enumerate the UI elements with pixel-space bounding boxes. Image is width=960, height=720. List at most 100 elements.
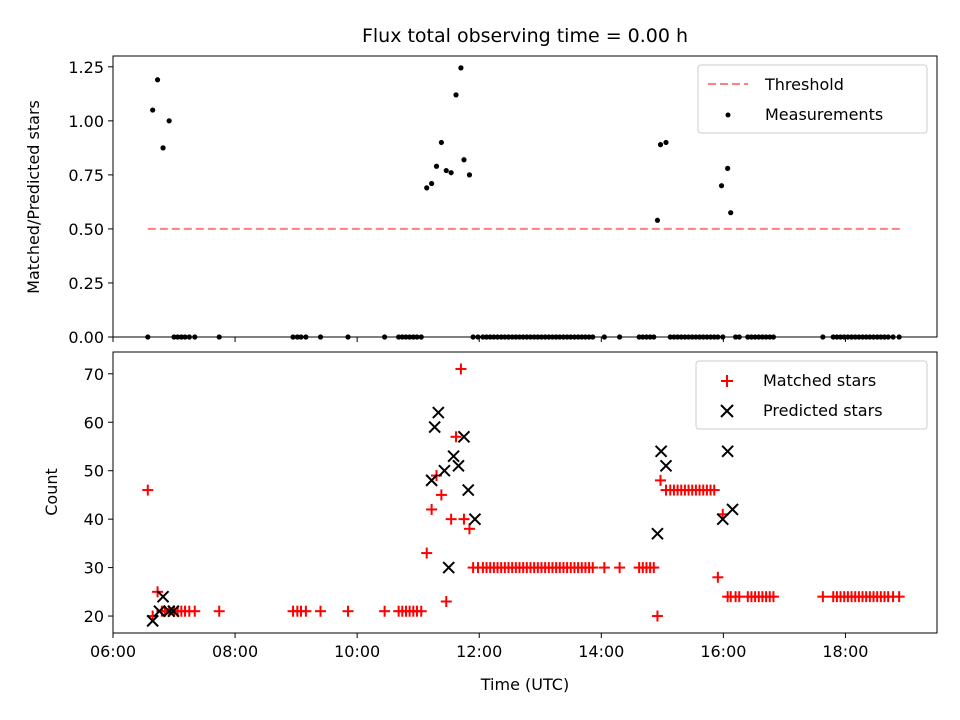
matched-stars-point bbox=[415, 605, 427, 617]
bottom-y-tick-label: 70 bbox=[84, 365, 104, 384]
measurement-point bbox=[728, 210, 734, 216]
measurement-point bbox=[438, 139, 444, 146]
matched-stars-point bbox=[587, 562, 599, 574]
bottom-y-axis-label: Count bbox=[42, 468, 61, 516]
x-tick-label: 08:00 bbox=[212, 642, 258, 661]
top-legend: Threshold Measurements bbox=[697, 64, 928, 134]
matched-stars-point bbox=[648, 562, 660, 574]
predicted-stars-point bbox=[153, 604, 166, 618]
top-y-tick-label: 0.25 bbox=[68, 274, 104, 293]
predicted-stars-point bbox=[428, 420, 441, 434]
measurement-point bbox=[424, 185, 430, 191]
measurements-legend-swatch bbox=[725, 112, 731, 118]
top-y-tick-label: 1.00 bbox=[68, 112, 104, 131]
matched-stars-point bbox=[458, 513, 470, 525]
matched-stars-point bbox=[614, 562, 626, 574]
predicted-stars-point bbox=[716, 512, 729, 526]
measurement-point bbox=[657, 142, 664, 148]
matched-stars-point bbox=[189, 605, 201, 617]
matched-stars-point bbox=[379, 605, 391, 617]
measurement-point bbox=[429, 180, 435, 187]
matched-stars-point bbox=[300, 605, 312, 617]
measurement-point bbox=[433, 163, 440, 169]
predicted-stars-point bbox=[462, 483, 475, 497]
matched-stars-point bbox=[450, 431, 462, 443]
top-y-tick-label: 1.25 bbox=[68, 58, 104, 77]
matched-stars-point bbox=[440, 596, 452, 608]
predicted-stars-point bbox=[162, 604, 176, 618]
matched-stars-point bbox=[455, 363, 467, 375]
x-tick-label: 14:00 bbox=[578, 642, 624, 661]
matched-stars-point bbox=[315, 605, 327, 617]
bottom-plot-frame bbox=[112, 351, 938, 634]
bottom-x-axis-label: Time (UTC) bbox=[480, 675, 569, 694]
matched-legend-label: Matched stars bbox=[763, 371, 876, 390]
bottom-y-tick-label: 50 bbox=[84, 462, 104, 481]
measurement-point bbox=[718, 183, 725, 189]
measurement-point bbox=[453, 92, 459, 98]
predicted-legend-label: Predicted stars bbox=[763, 401, 883, 420]
predicted-stars-point bbox=[156, 590, 170, 603]
measurement-point bbox=[160, 145, 166, 151]
measurement-point bbox=[154, 77, 161, 83]
matched-stars-point bbox=[712, 571, 724, 583]
bottom-y-tick-label: 40 bbox=[84, 510, 104, 529]
predicted-stars-point bbox=[659, 459, 673, 473]
predicted-stars-point bbox=[726, 503, 739, 516]
matched-stars-point bbox=[817, 591, 829, 603]
bottom-panel: Count Time (UTC) 20 30 40 50 60 70 06:00 08:00 1… bbox=[42, 351, 938, 694]
predicted-stars-point bbox=[167, 604, 180, 618]
predicted-legend-swatch bbox=[720, 404, 734, 418]
predicted-stars-point bbox=[457, 430, 471, 443]
matched-stars-point bbox=[893, 591, 905, 603]
predicted-stars-point bbox=[146, 614, 159, 628]
measurement-point bbox=[150, 107, 156, 113]
top-y-axis-label: Matched/Predicted stars bbox=[24, 100, 43, 294]
matched-stars-point bbox=[213, 605, 225, 617]
matched-stars-point bbox=[767, 591, 779, 603]
predicted-stars-point bbox=[438, 464, 451, 477]
bottom-y-tick-label: 20 bbox=[84, 607, 104, 626]
matched-stars-point bbox=[421, 547, 433, 559]
bottom-legend-box bbox=[695, 360, 928, 430]
matched-stars-point bbox=[342, 605, 354, 617]
matched-stars-point bbox=[655, 474, 667, 486]
measurement-point bbox=[166, 118, 172, 124]
matched-stars-point bbox=[708, 484, 720, 496]
bottom-y-tick-label: 30 bbox=[84, 559, 104, 578]
top-plot-frame bbox=[112, 55, 938, 338]
predicted-stars-point bbox=[425, 474, 438, 487]
measurement-point bbox=[725, 165, 731, 171]
matched-stars-point bbox=[426, 503, 438, 515]
matched-legend-swatch bbox=[721, 375, 733, 387]
measurement-point bbox=[654, 217, 661, 223]
x-tick-label: 12:00 bbox=[456, 642, 502, 661]
x-tick-label: 10:00 bbox=[334, 642, 380, 661]
top-chart-title: Flux total observing time = 0.00 h bbox=[362, 25, 688, 47]
bottom-plot-area: 20 30 40 50 60 70 06:00 08:00 10:00 12:00 14:00 16:… bbox=[84, 363, 905, 661]
threshold-legend-label: Threshold bbox=[764, 75, 844, 94]
bottom-legend: Matched stars Predicted stars bbox=[695, 360, 928, 430]
matched-stars-point bbox=[142, 484, 154, 496]
predicted-stars-point bbox=[452, 459, 465, 473]
predicted-stars-point bbox=[442, 561, 455, 574]
matched-stars-point bbox=[651, 610, 663, 622]
measurement-point bbox=[443, 167, 449, 174]
x-tick-label: 06:00 bbox=[90, 642, 136, 661]
bottom-y-tick-label: 60 bbox=[84, 413, 104, 432]
predicted-stars-point bbox=[468, 512, 482, 526]
predicted-stars-point bbox=[651, 527, 664, 540]
top-plot-area: 0.00 0.25 0.50 0.75 1.00 1.25 bbox=[68, 58, 902, 347]
matched-stars-point bbox=[435, 489, 447, 501]
measurement-point bbox=[663, 139, 669, 146]
predicted-stars-point bbox=[447, 449, 460, 463]
top-y-tick-label: 0.75 bbox=[68, 166, 104, 185]
top-y-tick-label: 0.00 bbox=[68, 328, 104, 347]
x-tick-label: 18:00 bbox=[822, 642, 868, 661]
predicted-stars-point bbox=[654, 445, 668, 458]
measurements-legend-label: Measurements bbox=[765, 105, 883, 124]
measurement-point bbox=[461, 157, 467, 163]
top-panel: Flux total observing time = 0.00 h Match… bbox=[24, 25, 938, 347]
top-y-tick-label: 0.50 bbox=[68, 220, 104, 239]
measurement-point bbox=[458, 65, 464, 71]
